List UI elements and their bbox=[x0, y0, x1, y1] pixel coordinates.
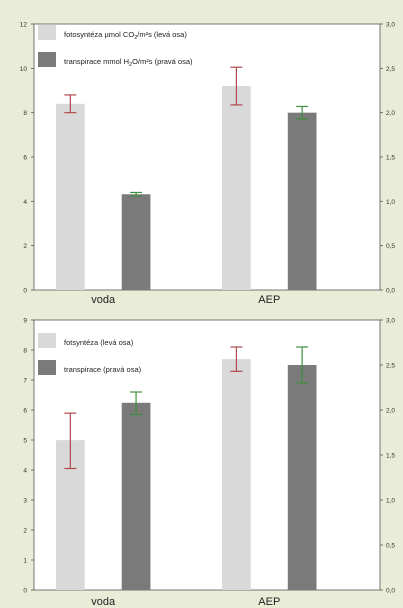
legend-label: transpirace mmol H2O/m²s (pravá osa) bbox=[64, 57, 193, 68]
chart-bottom: 0 1 2 3 4 5 6 7 8 9 0,0 0,5 1,0 1,5 2,0 2,5 3,0 voda AEP fo… bbox=[23, 318, 395, 608]
y-left-tick-label: 10 bbox=[20, 66, 28, 73]
y-left-tick-label: 4 bbox=[23, 468, 27, 475]
y-right-tick-label: 0,0 bbox=[386, 288, 395, 295]
legend-swatch bbox=[38, 360, 56, 375]
legend-label: transpirace (pravá osa) bbox=[64, 365, 142, 374]
bar bbox=[121, 402, 151, 590]
y-left-tick-label: 2 bbox=[23, 243, 27, 250]
y-left-tick-label: 9 bbox=[23, 318, 27, 325]
y-right-tick-label: 1,0 bbox=[386, 498, 395, 505]
y-left-tick-label: 8 bbox=[23, 110, 27, 117]
y-right-tick-label: 2,0 bbox=[386, 408, 395, 415]
y-left-tick-label: 6 bbox=[23, 155, 27, 162]
bar bbox=[287, 112, 317, 291]
y-left-tick-label: 0 bbox=[23, 588, 27, 595]
y-left-tick-label: 3 bbox=[23, 498, 27, 505]
y-right-tick-label: 0,5 bbox=[386, 543, 395, 550]
category-label: AEP bbox=[258, 294, 280, 306]
y-right-tick-label: 2,5 bbox=[386, 363, 395, 370]
y-right-tick-label: 3,0 bbox=[386, 318, 395, 325]
bar bbox=[222, 86, 251, 290]
plot-area bbox=[33, 319, 381, 591]
y-left-tick-label: 12 bbox=[20, 22, 28, 29]
y-left-tick-label: 7 bbox=[23, 378, 27, 385]
y-right-tick-label: 1,0 bbox=[386, 199, 395, 206]
y-right-tick-label: 3,0 bbox=[386, 22, 395, 29]
bar bbox=[121, 194, 151, 290]
y-right-tick-label: 2,0 bbox=[386, 110, 395, 117]
y-left-tick-label: 6 bbox=[23, 408, 27, 415]
legend-label: fotosyntéza µmol CO2/m²s (levá osa) bbox=[64, 30, 187, 41]
category-label: AEP bbox=[258, 596, 280, 608]
y-right-tick-label: 0,0 bbox=[386, 588, 395, 595]
bar bbox=[222, 359, 251, 590]
chart-top: 0 2 4 6 8 10 12 0,0 0,5 1,0 1,5 2,0 2,5 3,0 voda AEP fot… bbox=[20, 22, 396, 307]
y-right-tick-label: 2,5 bbox=[386, 66, 395, 73]
bar bbox=[55, 103, 85, 290]
legend-swatch bbox=[38, 52, 56, 67]
y-left-tick-label: 8 bbox=[23, 348, 27, 355]
y-right-tick-label: 0,5 bbox=[386, 243, 395, 250]
plot-area bbox=[33, 23, 381, 291]
y-left-tick-label: 2 bbox=[23, 528, 27, 535]
bar bbox=[287, 365, 317, 590]
y-right-tick-label: 1,5 bbox=[386, 155, 395, 162]
y-left-tick-label: 4 bbox=[23, 199, 27, 206]
legend-swatch bbox=[38, 25, 56, 40]
y-left-tick-label: 1 bbox=[23, 558, 27, 565]
legend-label: fotsyntéza (levá osa) bbox=[64, 338, 134, 347]
legend-swatch bbox=[38, 333, 56, 348]
category-label: voda bbox=[91, 596, 116, 608]
y-right-tick-label: 1,5 bbox=[386, 453, 395, 460]
y-left-tick-label: 5 bbox=[23, 438, 27, 445]
category-label: voda bbox=[91, 294, 116, 306]
y-left-tick-label: 0 bbox=[23, 288, 27, 295]
